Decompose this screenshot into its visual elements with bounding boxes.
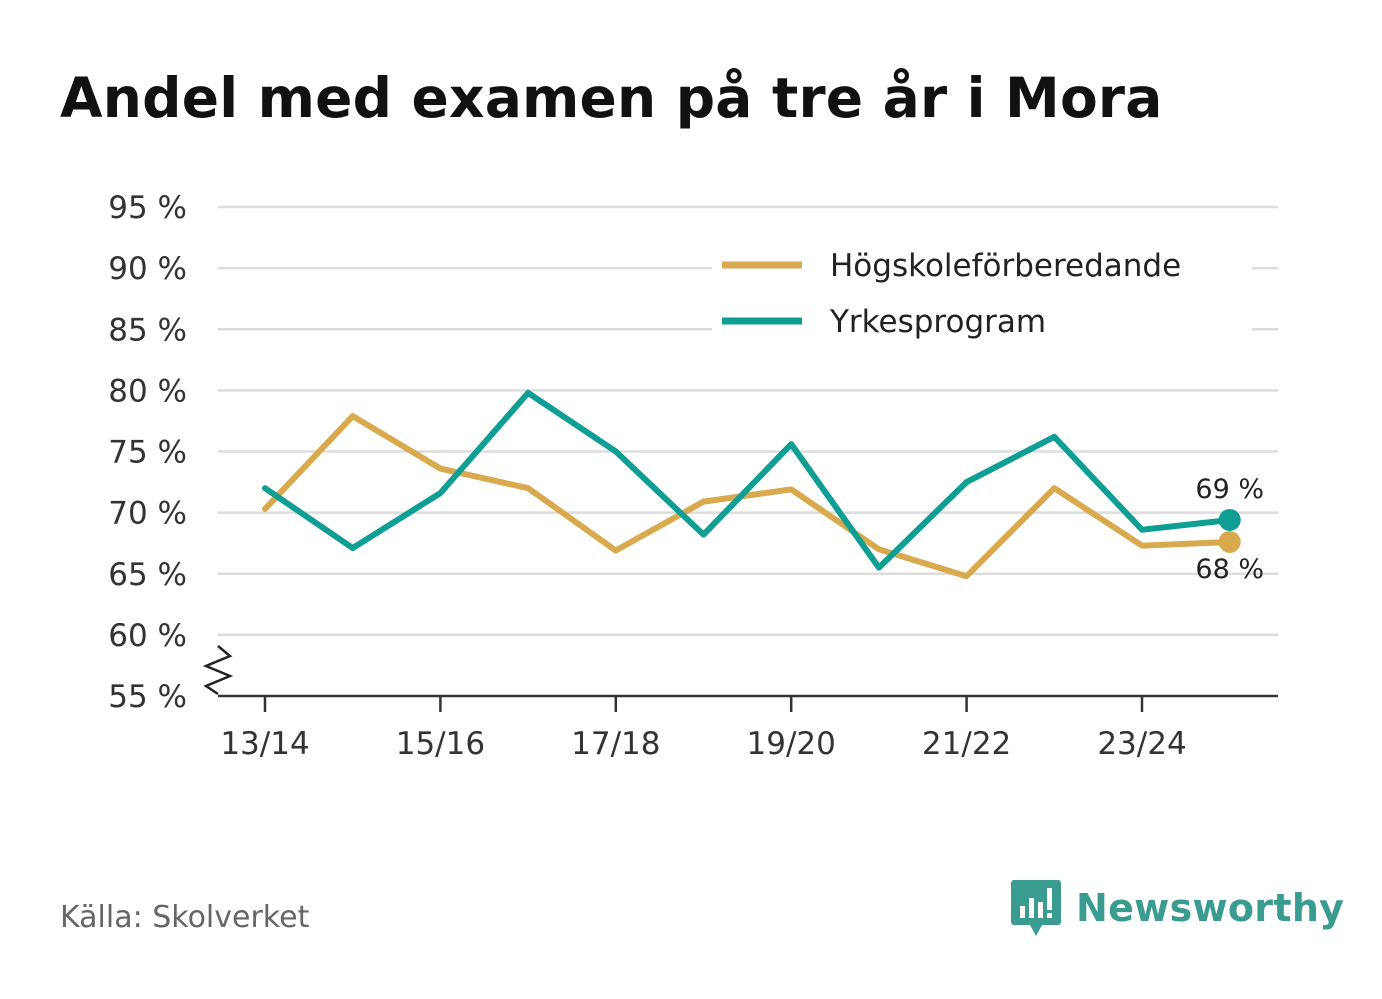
x-axis: 13/14 15/16 17/18 19/20 21/22 23/24 bbox=[202, 645, 1278, 762]
series-end-point-0 bbox=[1218, 530, 1241, 553]
chart-title: Andel med examen på tre år i Mora bbox=[60, 66, 1163, 130]
end-labels: 68 % 69 % bbox=[1195, 474, 1264, 585]
legend-background bbox=[712, 238, 1252, 350]
y-tick-label: 70 % bbox=[108, 496, 187, 532]
y-tick-label: 80 % bbox=[108, 373, 187, 409]
newsworthy-logo-icon bbox=[1011, 880, 1061, 936]
x-tick-label: 17/18 bbox=[571, 726, 660, 762]
brand-name: Newsworthy bbox=[1076, 886, 1345, 930]
y-tick-label: 55 % bbox=[108, 679, 187, 715]
y-tick-label: 65 % bbox=[108, 557, 187, 593]
series-end-point-1 bbox=[1218, 508, 1241, 531]
x-tick-label: 13/14 bbox=[220, 726, 309, 762]
end-value-label-1: 69 % bbox=[1195, 474, 1264, 505]
series-line-0 bbox=[262, 413, 1233, 580]
y-tick-label: 75 % bbox=[108, 435, 187, 471]
end-value-label-0: 68 % bbox=[1195, 554, 1264, 585]
y-tick-label: 85 % bbox=[108, 312, 187, 348]
series-lines bbox=[262, 389, 1241, 580]
legend-label: Yrkesprogram bbox=[829, 304, 1046, 340]
legend-label: Högskoleförberedande bbox=[830, 248, 1181, 284]
legend: Högskoleförberedande Yrkesprogram bbox=[712, 238, 1252, 350]
series-line-1 bbox=[262, 389, 1233, 571]
y-axis-ticks: 55 % 60 % 65 % 70 % 75 % 80 % 85 % 90 % 95 % bbox=[108, 190, 187, 715]
brand-logo[interactable]: Newsworthy bbox=[1010, 878, 1344, 938]
source-note: Källa: Skolverket bbox=[60, 900, 310, 935]
x-tick-label: 19/20 bbox=[747, 726, 836, 762]
y-tick-label: 90 % bbox=[108, 251, 187, 287]
y-tick-label: 60 % bbox=[108, 618, 187, 654]
x-tick-label: 21/22 bbox=[922, 726, 1011, 762]
x-tick-label: 23/24 bbox=[1097, 726, 1186, 762]
y-tick-label: 95 % bbox=[108, 190, 187, 226]
axis-break-icon bbox=[202, 645, 234, 696]
x-tick-label: 15/16 bbox=[396, 726, 485, 762]
